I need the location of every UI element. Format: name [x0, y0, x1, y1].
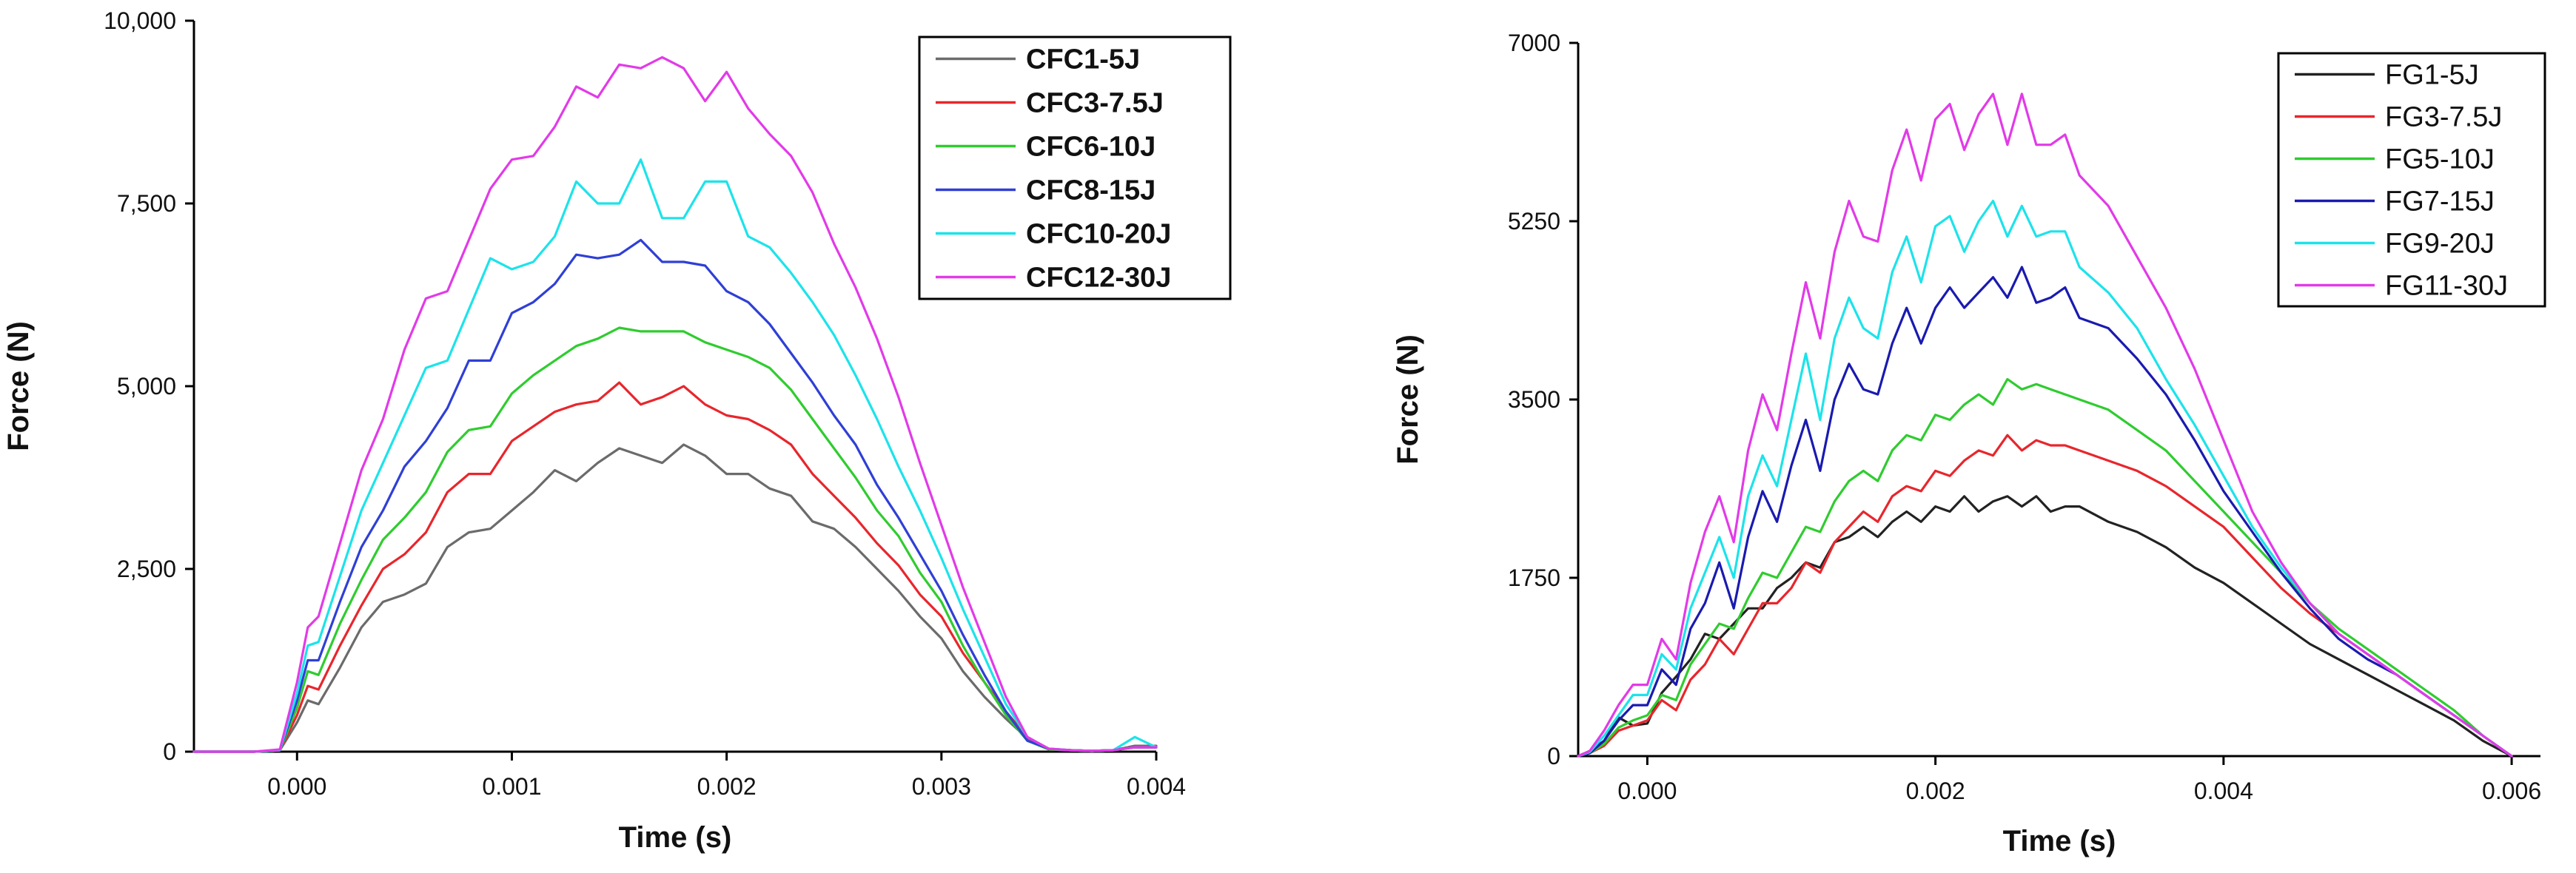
legend-label: CFC1-5J	[1026, 44, 1140, 75]
legend-label: CFC6-10J	[1026, 132, 1155, 163]
y-axis-title: Force (N)	[1392, 334, 1424, 465]
series-line-fg5-10j	[1577, 377, 2513, 758]
series-line-fg11-30j	[1577, 92, 2513, 758]
legend-label: FG1-5J	[2385, 60, 2479, 91]
y-tick-label: 7000	[1508, 30, 1560, 56]
y-tick-label: 5,000	[117, 373, 176, 400]
x-tick-label: 0.000	[1617, 778, 1677, 804]
series-line-cfc8-15j	[192, 238, 1158, 753]
series-line-fg9-20j	[1577, 199, 2513, 758]
series-line-cfc3-7-5j	[192, 381, 1158, 753]
series-line-cfc12-30j	[192, 55, 1158, 753]
series-line-fg7-15j	[1577, 266, 2513, 758]
series-line-cfc1-5j	[192, 443, 1158, 753]
legend-label: FG3-7.5J	[2385, 102, 2502, 133]
y-tick-label: 7,500	[117, 190, 176, 217]
legend-label: FG5-10J	[2385, 144, 2495, 175]
series-line-fg1-5j	[1577, 495, 2513, 758]
series-line-fg3-7-5j	[1577, 434, 2513, 758]
legend-label: FG11-30J	[2385, 271, 2508, 302]
legend-label: CFC3-7.5J	[1026, 88, 1164, 119]
chart-2: 0 1750 3500 5250 7000 0.000 0.002 0.004 0.006 Tim…	[1392, 30, 2546, 857]
series-line-cfc10-20j	[192, 158, 1158, 753]
legend-label: CFC10-20J	[1026, 219, 1171, 250]
x-tick-label: 0.002	[1906, 778, 1965, 804]
legend-label: FG7-15J	[2385, 186, 2495, 218]
y-tick-label: 5250	[1508, 208, 1560, 235]
legend-box	[2277, 52, 2546, 308]
y-tick-label: 1750	[1508, 564, 1560, 591]
x-tick-label: 0.004	[1127, 773, 1186, 800]
legend-box	[918, 36, 1232, 300]
x-tick-label: 0.006	[2482, 778, 2541, 804]
chart-1: 0 2,500 5,000 7,500 10,000 0.000 0.001 0.002 0.0…	[2, 7, 1232, 854]
x-axis-title: Time (s)	[619, 821, 732, 854]
legend: FG1-5J FG3-7.5J FG5-10J FG7-15J FG9-20J FG11-…	[2277, 52, 2546, 308]
y-tick-label: 3500	[1508, 386, 1560, 413]
legend: CFC1-5J CFC3-7.5J CFC6-10J CFC8-15J CFC10-20…	[918, 36, 1232, 300]
x-tick-label: 0.004	[2194, 778, 2253, 804]
y-tick-label: 2,500	[117, 556, 176, 582]
y-axis-title: Force (N)	[2, 321, 35, 451]
x-tick-label: 0.000	[267, 773, 326, 800]
x-tick-label: 0.002	[697, 773, 757, 800]
y-tick-label: 0	[163, 738, 176, 765]
x-tick-label: 0.001	[482, 773, 541, 800]
y-tick-label: 0	[1547, 743, 1560, 769]
legend-label: FG9-20J	[2385, 229, 2495, 260]
x-axis-title: Time (s)	[2003, 825, 2116, 857]
x-tick-label: 0.003	[912, 773, 971, 800]
y-tick-label: 10,000	[104, 7, 176, 34]
series-line-cfc6-10j	[192, 326, 1158, 753]
legend-label: CFC12-30J	[1026, 263, 1171, 294]
legend-label: CFC8-15J	[1026, 175, 1155, 206]
